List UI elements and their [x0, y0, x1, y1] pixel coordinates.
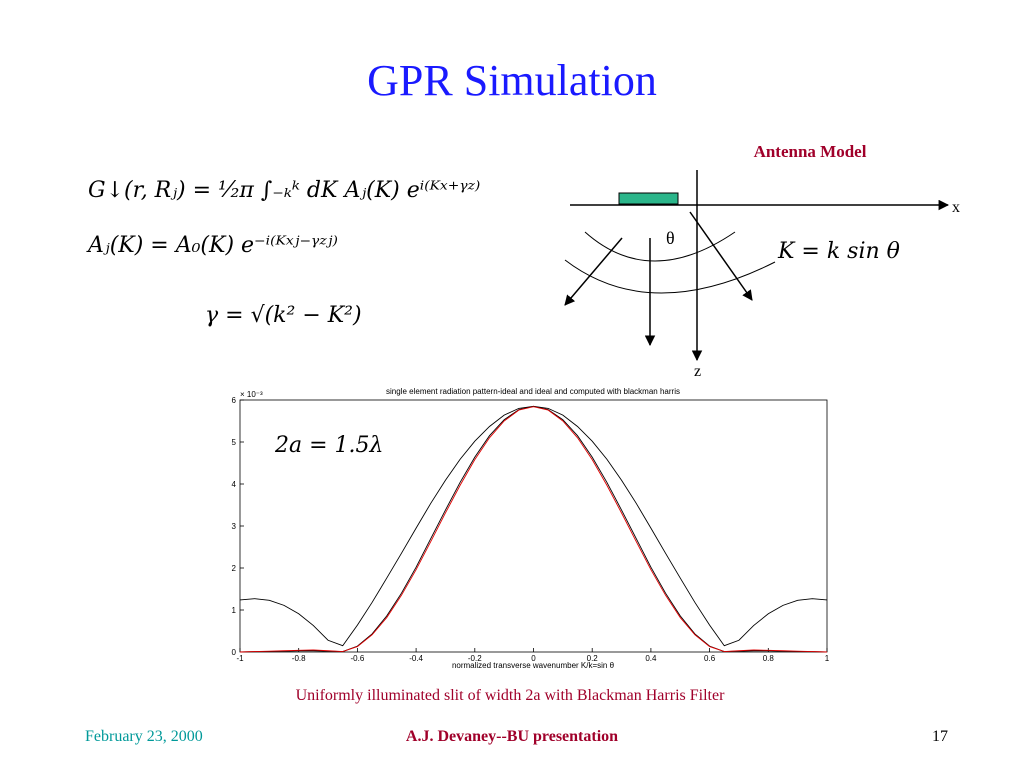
diagram-title: Antenna Model — [754, 142, 867, 161]
axis-label: x — [952, 199, 960, 216]
wavefront — [564, 259, 776, 294]
annotation: 2a = 1.5λ — [274, 433, 383, 458]
x-tick-label: -0.8 — [292, 654, 306, 663]
angle-label: θ — [666, 228, 675, 248]
y-multiplier: × 10⁻³ — [240, 390, 263, 399]
ray — [564, 237, 623, 306]
wavefront — [584, 231, 736, 262]
y-tick-label: 6 — [232, 396, 237, 405]
antenna-diagram: Antenna Model x z θ K = k sin θ — [564, 142, 960, 380]
footer-date: February 23, 2000 — [85, 728, 203, 745]
x-tick-label: 1 — [825, 654, 830, 663]
footer-author: A.J. Devaney--BU presentation — [406, 728, 618, 745]
slide-title: GPR Simulation — [367, 56, 657, 105]
x-axis-title: normalized transverse wavenumber K/k=sin… — [452, 661, 615, 670]
caption: Uniformly illuminated slit of width 2a w… — [296, 687, 725, 704]
x-tick-label: 0.8 — [763, 654, 775, 663]
axis-label: z — [694, 363, 701, 380]
x-tick-label: 0.4 — [645, 654, 657, 663]
y-tick-label: 4 — [232, 480, 237, 489]
chart: single element radiation pattern-ideal a… — [232, 387, 830, 670]
x-tick-label: -0.4 — [409, 654, 423, 663]
relation: K = k sin θ — [777, 239, 900, 264]
equation: G↓(r, Rⱼ) = ¹⁄₂π ∫₋ₖᵏ dK Aⱼ(K) eⁱ⁽ᴷˣ⁺ᵞᶻ⁾ — [88, 178, 480, 203]
page-number: 17 — [932, 728, 948, 745]
x-tick-label: -0.6 — [351, 654, 365, 663]
y-tick-label: 2 — [232, 564, 237, 573]
x-tick-label: 0.2 — [587, 654, 599, 663]
y-tick-label: 3 — [232, 522, 237, 531]
series-line — [239, 406, 828, 653]
ray — [689, 211, 753, 301]
antenna — [618, 192, 679, 205]
x-tick-label: 0 — [531, 654, 536, 663]
chart-title: single element radiation pattern-ideal a… — [386, 387, 680, 396]
y-tick-label: 1 — [232, 606, 237, 615]
equation: Aⱼ(K) = A₀(K) e⁻ⁱ⁽ᴷˣʲ⁻ᵞᶻʲ⁾ — [86, 233, 338, 258]
x-tick-label: -1 — [236, 654, 244, 663]
equation: γ = √(k² − K²) — [205, 303, 362, 328]
x-tick-label: -0.2 — [468, 654, 482, 663]
y-tick-label: 5 — [232, 438, 237, 447]
x-tick-label: 0.6 — [704, 654, 716, 663]
y-tick-label: 0 — [232, 648, 237, 657]
